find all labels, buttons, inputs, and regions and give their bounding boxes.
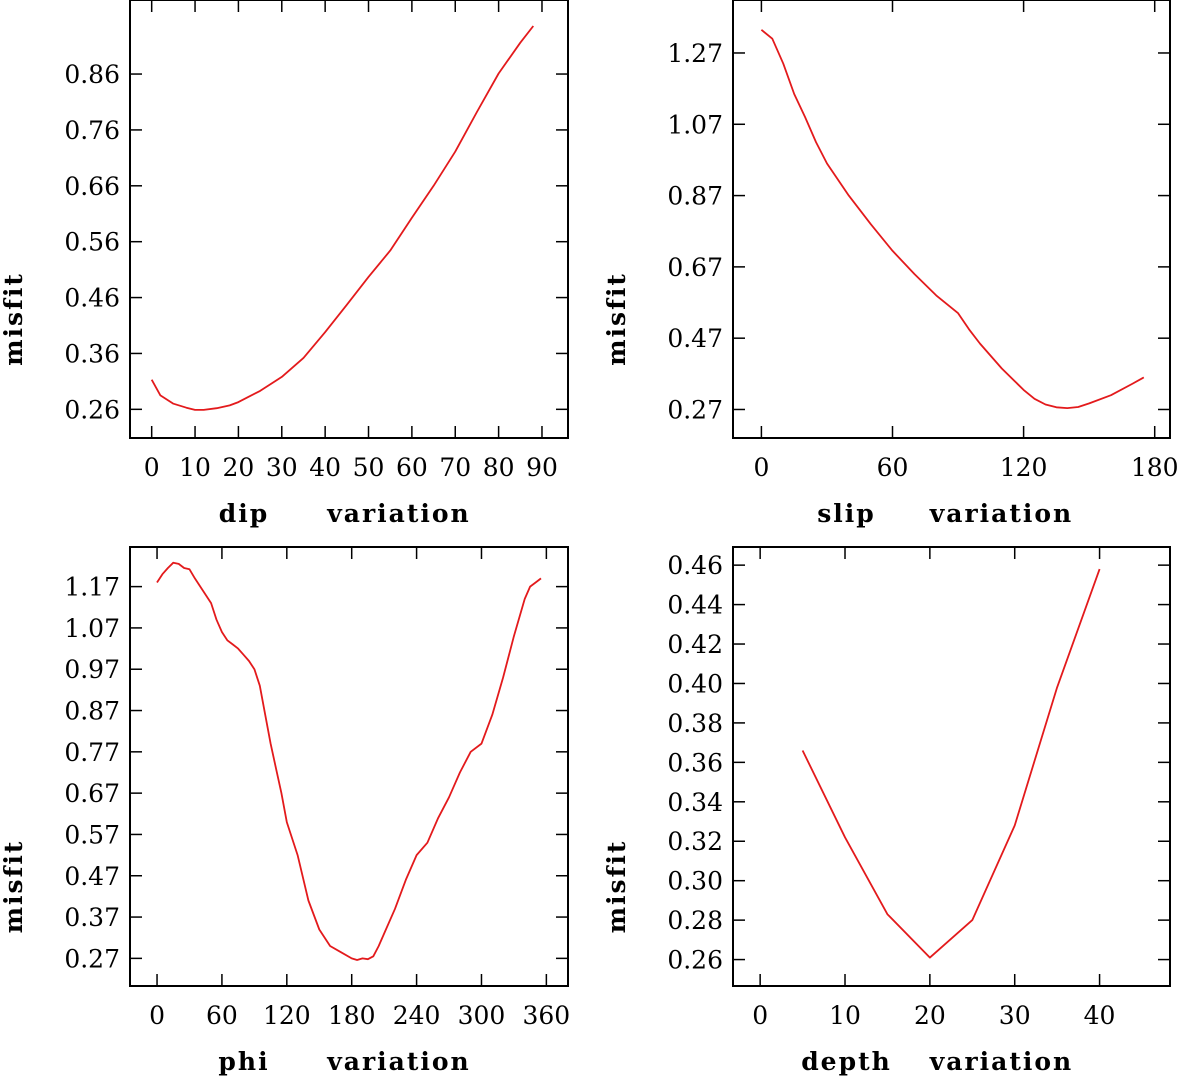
y-tick-label: 0.40 <box>667 669 723 698</box>
y-tick-label: 0.87 <box>667 182 723 211</box>
y-tick-label: 0.26 <box>667 946 723 975</box>
series-line-1 <box>801 568 1101 959</box>
y-tick-label: 0.76 <box>64 116 120 145</box>
x-tick-label: 180 <box>1131 453 1179 482</box>
x-tick-label: 0 <box>149 1001 165 1030</box>
y-tick-label: 0.77 <box>64 738 120 767</box>
chart-panel-2: 0 60 120 180 0.27 0.47 0.67 0.87 1.07 1.27 slip var… <box>602 0 1179 528</box>
x-axis-label-suffix: variation <box>929 1047 1074 1076</box>
x-tick-label: 40 <box>309 453 341 482</box>
x-axis-label: depth <box>801 1047 892 1076</box>
x-axis-label-suffix: variation <box>326 1047 471 1076</box>
x-tick-label: 30 <box>266 453 298 482</box>
chart-panel-4: 0 10 20 30 40 0.26 0.28 0.30 0.32 0.34 0.36 0.38 0.4… <box>602 546 1171 1076</box>
x-tick-label: 50 <box>353 453 385 482</box>
plot-frame <box>732 546 1171 987</box>
x-axis-label: slip <box>817 499 876 528</box>
plot-frame <box>129 0 569 439</box>
y-tick-label: 1.27 <box>667 39 723 68</box>
y-tick-label: 0.26 <box>64 395 120 424</box>
x-tick-label: 90 <box>526 453 558 482</box>
y-tick-label: 0.30 <box>667 867 723 896</box>
series-line-1 <box>156 561 542 961</box>
y-tick-label: 0.97 <box>64 655 120 684</box>
y-tick-label: 0.66 <box>64 172 120 201</box>
x-tick-label: 60 <box>206 1001 238 1030</box>
y-tick-label: 0.34 <box>667 788 723 817</box>
y-tick-label: 0.27 <box>667 395 723 424</box>
x-tick-label: 120 <box>263 1001 311 1030</box>
y-tick-label: 0.46 <box>64 284 120 313</box>
x-tick-label: 10 <box>179 453 211 482</box>
x-tick-label: 0 <box>144 453 160 482</box>
x-tick-label: 70 <box>439 453 471 482</box>
y-tick-label: 0.32 <box>667 827 723 856</box>
chart-panel-3: 0 60 120 180 240 300 360 0.27 0.37 0.47 0.57 0.67 0.… <box>0 546 571 1076</box>
x-tick-label: 360 <box>523 1001 571 1030</box>
x-axis-label-suffix: variation <box>929 499 1074 528</box>
y-tick-label: 0.28 <box>667 906 723 935</box>
x-tick-label: 20 <box>223 453 255 482</box>
y-tick-label: 0.44 <box>667 591 723 620</box>
y-tick-label: 0.36 <box>64 339 120 368</box>
y-axis-label: misfit <box>0 840 28 934</box>
x-tick-label: 300 <box>458 1001 506 1030</box>
y-tick-label: 0.87 <box>64 697 120 726</box>
y-tick-label: 0.46 <box>667 551 723 580</box>
y-tick-label: 1.17 <box>64 573 120 602</box>
y-tick-label: 0.86 <box>64 60 120 89</box>
series-line-1 <box>150 25 535 411</box>
y-tick-label: 0.67 <box>667 253 723 282</box>
x-tick-label: 60 <box>877 453 909 482</box>
y-axis-label: misfit <box>602 840 631 934</box>
plot-frame <box>129 546 569 987</box>
x-tick-label: 0 <box>753 453 769 482</box>
plot-frame <box>732 0 1171 439</box>
x-axis-label-suffix: variation <box>326 499 471 528</box>
x-tick-label: 60 <box>396 453 428 482</box>
y-tick-label: 0.67 <box>64 779 120 808</box>
x-tick-label: 20 <box>914 1001 946 1030</box>
y-tick-label: 0.27 <box>64 944 120 973</box>
x-axis-label: dip <box>219 499 269 528</box>
series-line-1 <box>760 29 1145 410</box>
y-tick-label: 0.42 <box>667 630 723 659</box>
y-tick-label: 1.07 <box>64 614 120 643</box>
y-tick-label: 0.56 <box>64 228 120 257</box>
x-tick-label: 80 <box>483 453 515 482</box>
x-tick-label: 180 <box>328 1001 376 1030</box>
x-tick-label: 10 <box>829 1001 861 1030</box>
x-tick-label: 0 <box>752 1001 768 1030</box>
y-tick-label: 0.38 <box>667 709 723 738</box>
y-tick-label: 0.47 <box>64 862 120 891</box>
y-tick-label: 1.07 <box>667 110 723 139</box>
x-tick-label: 30 <box>999 1001 1031 1030</box>
y-axis-label: misfit <box>602 272 631 366</box>
x-tick-label: 40 <box>1084 1001 1116 1030</box>
x-axis-label: phi <box>218 1047 269 1076</box>
chart-panel-1: 0 10 20 30 40 50 60 70 80 90 0.26 0.36 0.46 0.56 0.66 0… <box>0 0 569 528</box>
y-tick-label: 0.47 <box>667 324 723 353</box>
y-tick-label: 0.57 <box>64 820 120 849</box>
y-axis-label: misfit <box>0 272 28 366</box>
x-tick-label: 240 <box>393 1001 441 1030</box>
x-tick-label: 120 <box>1000 453 1048 482</box>
y-tick-label: 0.37 <box>64 903 120 932</box>
y-tick-label: 0.36 <box>667 748 723 777</box>
